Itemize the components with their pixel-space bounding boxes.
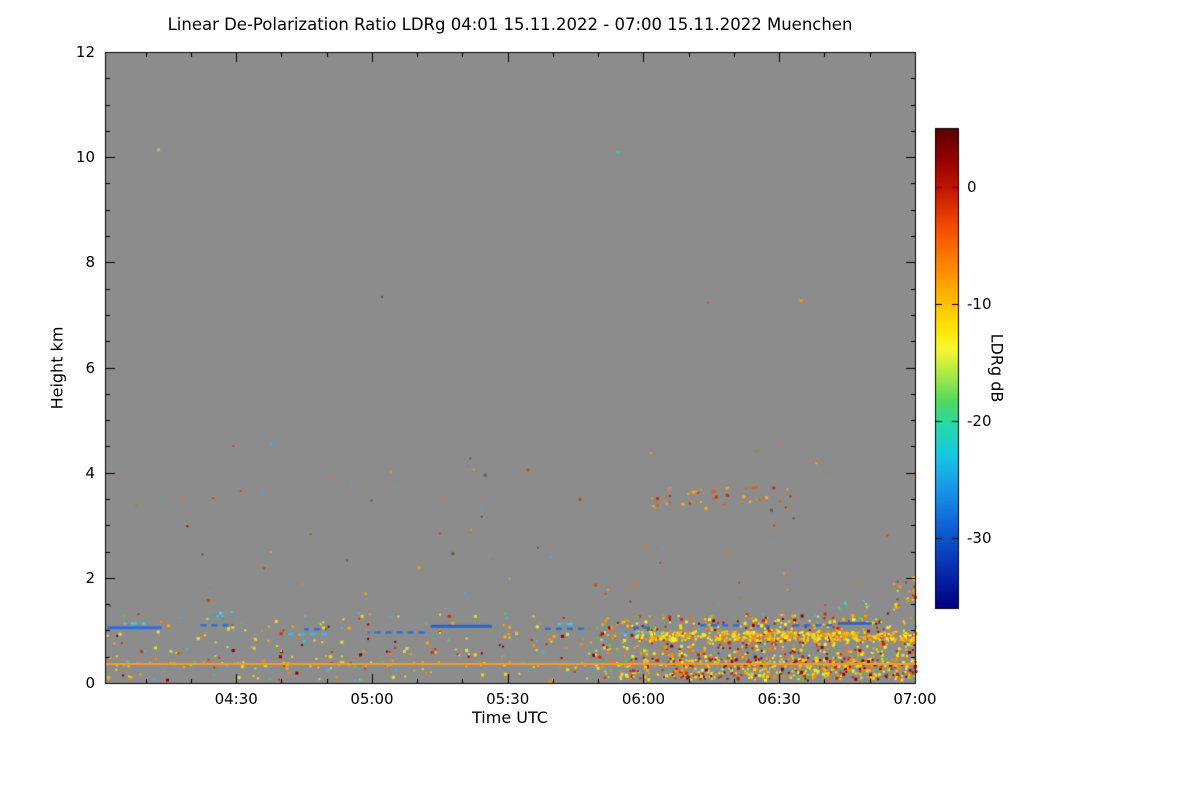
colorbar-tick-label: 0 <box>967 177 977 196</box>
y-tick-label: 2 <box>85 568 95 587</box>
colorbar-label: LDRg dB <box>987 333 1007 403</box>
colorbar-tick-label: -30 <box>967 528 992 547</box>
chart-title: Linear De-Polarization Ratio LDRg 04:01 … <box>167 15 853 34</box>
x-tick-label: 06:30 <box>757 690 801 708</box>
x-tick-label: 05:00 <box>350 690 394 708</box>
x-tick-label: 06:00 <box>621 690 666 708</box>
x-tick-label: 04:30 <box>214 690 258 708</box>
x-tick-label: 07:00 <box>893 690 937 708</box>
y-tick-label: 0 <box>85 674 95 692</box>
y-tick-label: 4 <box>85 463 95 482</box>
y-tick-label: 12 <box>75 43 95 61</box>
colorbar-tick-label: -20 <box>967 411 992 430</box>
colorbar-tick-label: -10 <box>967 294 992 313</box>
x-axis-label: Time UTC <box>472 708 548 727</box>
y-tick-label: 10 <box>75 148 95 167</box>
y-tick-label: 8 <box>85 253 95 272</box>
x-tick-label: 05:30 <box>486 690 530 708</box>
y-tick-label: 6 <box>85 358 95 377</box>
